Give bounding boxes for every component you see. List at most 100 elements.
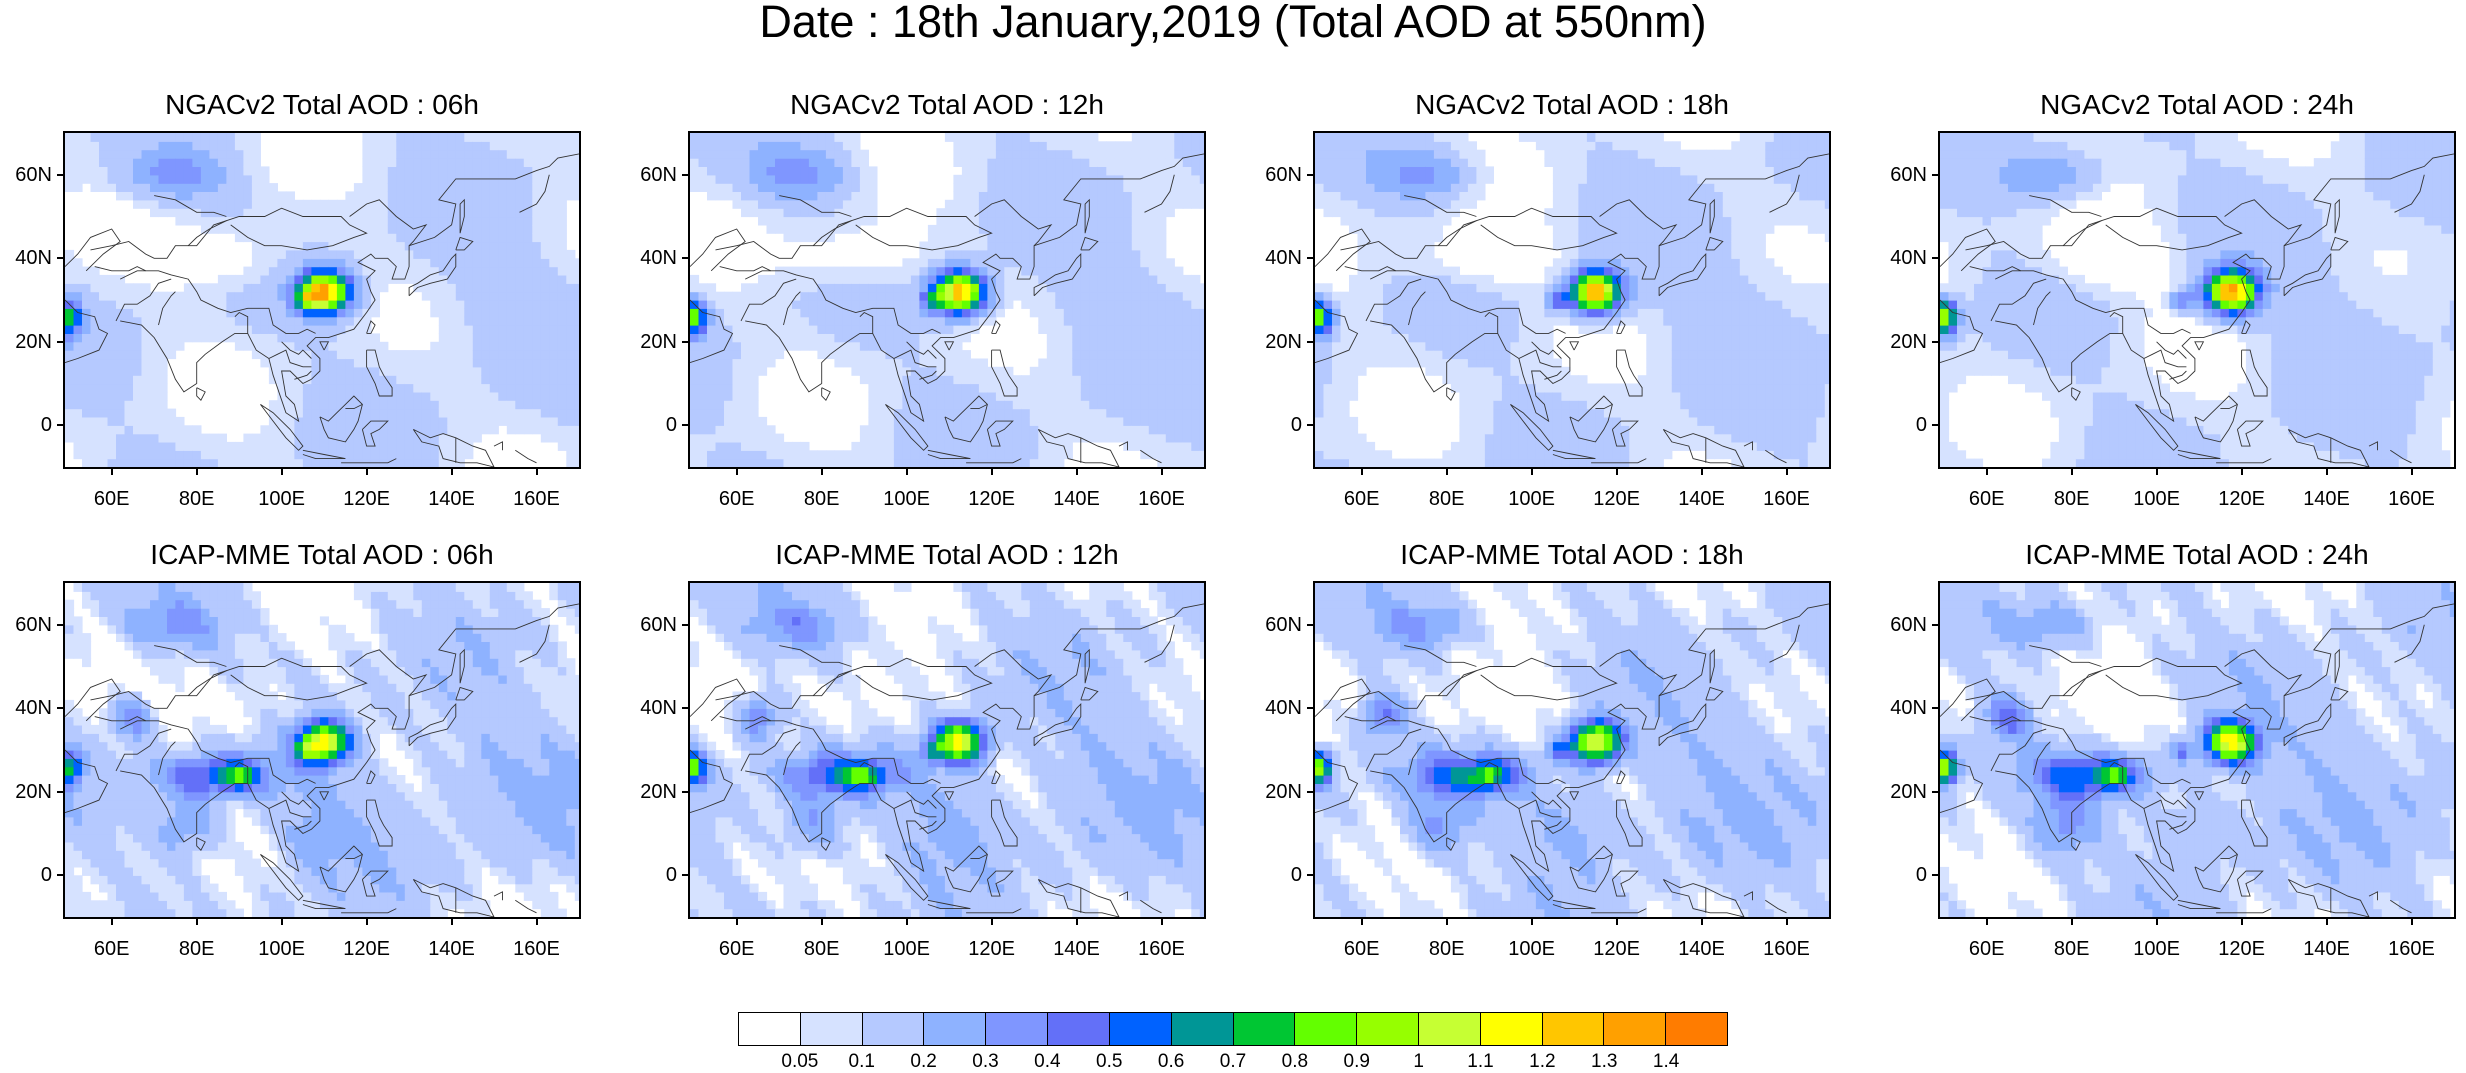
- y-tick-label: 0: [625, 864, 677, 886]
- colorbar-swatch: [1419, 1013, 1481, 1045]
- aod-grid-cells: [1315, 583, 1829, 917]
- y-tick: [1932, 341, 1939, 343]
- colorbar-swatch: [986, 1013, 1048, 1045]
- y-tick-label: 60N: [1875, 164, 1927, 186]
- x-tick: [991, 468, 993, 475]
- colorbar-label: 0.7: [1203, 1051, 1263, 1073]
- x-tick: [281, 468, 283, 475]
- y-tick: [57, 874, 64, 876]
- x-tick-label: 160E: [1132, 938, 1192, 960]
- colorbar-swatch: [924, 1013, 986, 1045]
- x-tick-label: 100E: [877, 938, 937, 960]
- colorbar-label: 1.4: [1636, 1051, 1696, 1073]
- y-tick: [1932, 791, 1939, 793]
- aod-map: [1938, 581, 2456, 919]
- y-tick-label: 20N: [625, 331, 677, 353]
- y-tick-label: 20N: [1875, 781, 1927, 803]
- x-tick-label: 120E: [1587, 488, 1647, 510]
- y-tick-label: 0: [0, 864, 52, 886]
- x-tick-label: 80E: [792, 938, 852, 960]
- x-tick: [366, 918, 368, 925]
- x-tick-label: 80E: [1417, 488, 1477, 510]
- y-tick-label: 20N: [0, 331, 52, 353]
- x-tick-label: 60E: [1957, 488, 2017, 510]
- colorbar-label: 0.4: [1017, 1051, 1077, 1073]
- y-tick: [1307, 257, 1314, 259]
- x-tick: [2071, 468, 2073, 475]
- colorbar-label: 0.9: [1327, 1051, 1387, 1073]
- x-tick-label: 120E: [1587, 938, 1647, 960]
- y-tick: [57, 707, 64, 709]
- aod-map: [63, 581, 581, 919]
- x-tick: [2411, 468, 2413, 475]
- aod-grid-cells: [690, 583, 1204, 917]
- colorbar-swatch: [1172, 1013, 1234, 1045]
- x-tick-label: 120E: [2212, 938, 2272, 960]
- x-tick: [1786, 468, 1788, 475]
- x-tick-label: 80E: [1417, 938, 1477, 960]
- x-tick-label: 140E: [1672, 938, 1732, 960]
- y-tick: [682, 174, 689, 176]
- y-tick-label: 20N: [1250, 781, 1302, 803]
- x-tick-label: 120E: [962, 938, 1022, 960]
- y-tick: [57, 341, 64, 343]
- y-tick-label: 60N: [1250, 614, 1302, 636]
- y-tick: [1932, 174, 1939, 176]
- panel-title: ICAP-MME Total AOD : 18h: [1313, 538, 1831, 572]
- x-tick: [736, 918, 738, 925]
- x-tick-label: 60E: [1957, 938, 2017, 960]
- x-tick-label: 140E: [422, 488, 482, 510]
- aod-field-svg: [65, 583, 579, 917]
- y-tick-label: 20N: [0, 781, 52, 803]
- x-tick-label: 100E: [252, 938, 312, 960]
- colorbar-swatch: [801, 1013, 863, 1045]
- aod-grid-cells: [690, 133, 1204, 467]
- x-tick: [2326, 468, 2328, 475]
- x-tick: [451, 918, 453, 925]
- x-tick: [281, 918, 283, 925]
- y-tick: [57, 791, 64, 793]
- x-tick: [1531, 918, 1533, 925]
- colorbar-swatch: [1234, 1013, 1296, 1045]
- colorbar-label: 1: [1389, 1051, 1449, 1073]
- x-tick-label: 160E: [507, 488, 567, 510]
- x-tick: [536, 918, 538, 925]
- x-tick-label: 120E: [962, 488, 1022, 510]
- x-tick-label: 60E: [707, 488, 767, 510]
- x-tick: [1616, 918, 1618, 925]
- x-tick: [1616, 468, 1618, 475]
- x-tick-label: 140E: [422, 938, 482, 960]
- y-tick-label: 60N: [1875, 614, 1927, 636]
- x-tick: [451, 468, 453, 475]
- x-tick-label: 140E: [1047, 938, 1107, 960]
- colorbar-label: 1.2: [1512, 1051, 1572, 1073]
- x-tick-label: 80E: [2042, 488, 2102, 510]
- y-tick-label: 0: [1875, 414, 1927, 436]
- y-tick-label: 0: [1875, 864, 1927, 886]
- aod-map: [1313, 581, 1831, 919]
- panel-title: NGACv2 Total AOD : 18h: [1313, 88, 1831, 122]
- y-tick-label: 40N: [1250, 247, 1302, 269]
- y-tick: [682, 707, 689, 709]
- y-tick-label: 40N: [1875, 247, 1927, 269]
- x-tick: [536, 468, 538, 475]
- x-tick-label: 160E: [1757, 488, 1817, 510]
- x-tick: [2156, 468, 2158, 475]
- x-tick: [196, 918, 198, 925]
- y-tick-label: 20N: [625, 781, 677, 803]
- x-tick-label: 100E: [1502, 938, 1562, 960]
- x-tick-label: 120E: [337, 938, 397, 960]
- y-tick: [57, 424, 64, 426]
- x-tick-label: 160E: [2382, 938, 2442, 960]
- x-tick-label: 120E: [2212, 488, 2272, 510]
- y-tick: [682, 624, 689, 626]
- y-tick: [682, 874, 689, 876]
- x-tick: [1986, 918, 1988, 925]
- y-tick: [57, 174, 64, 176]
- y-tick: [1932, 707, 1939, 709]
- y-tick: [682, 341, 689, 343]
- x-tick: [111, 468, 113, 475]
